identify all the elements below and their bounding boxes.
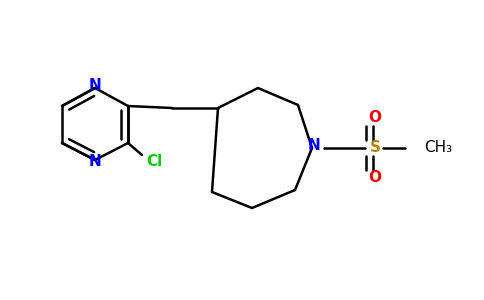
Text: O: O — [368, 170, 381, 185]
Text: CH₃: CH₃ — [424, 140, 452, 155]
Text: N: N — [89, 79, 101, 94]
Text: N: N — [308, 139, 320, 154]
Text: Cl: Cl — [146, 154, 162, 169]
Text: S: S — [369, 140, 380, 155]
Text: O: O — [368, 110, 381, 125]
Text: N: N — [89, 154, 101, 169]
